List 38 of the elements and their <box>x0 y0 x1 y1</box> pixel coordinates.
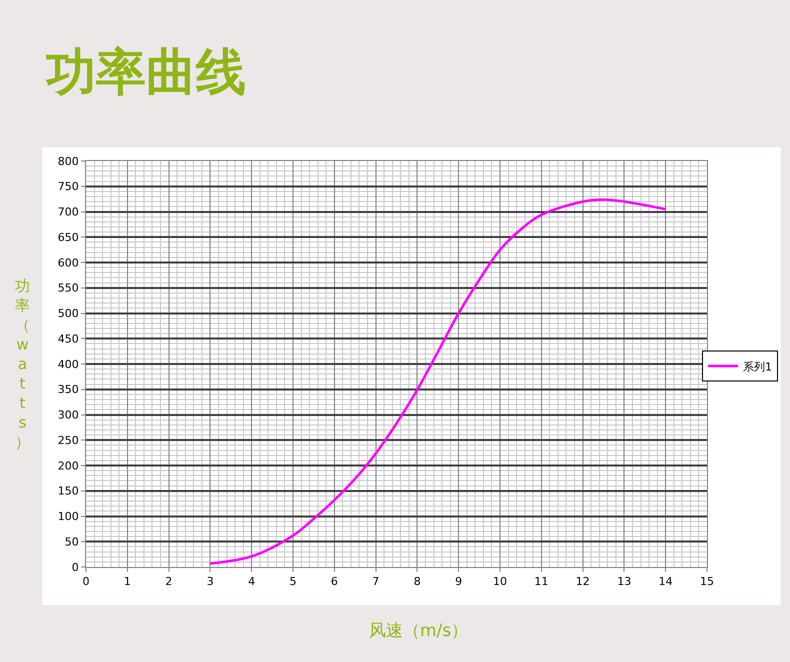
x-tick-label: 9 <box>455 575 462 588</box>
x-tick-label: 1 <box>124 575 131 588</box>
y-tick-label: 450 <box>58 332 79 346</box>
line-series <box>208 198 667 565</box>
y-tick-label: 200 <box>58 459 79 472</box>
y-tick-label: 600 <box>58 256 79 270</box>
y-tick-label: 300 <box>58 408 79 422</box>
y-tick-label: 550 <box>58 282 79 295</box>
x-tick-label: 13 <box>617 575 632 588</box>
y-tick-label: 350 <box>58 383 79 396</box>
y-tick-label: 150 <box>58 484 79 498</box>
x-tick-label: 8 <box>414 575 421 588</box>
x-tick-label: 2 <box>165 575 172 588</box>
y-tick-label: 50 <box>64 535 79 548</box>
x-tick-label: 14 <box>658 575 673 588</box>
x-tick-label: 3 <box>206 575 214 588</box>
x-tick-label: 5 <box>290 575 296 588</box>
chart-title: 功率曲线 <box>45 43 246 101</box>
x-axis-title: 风速（m/s） <box>369 621 468 641</box>
y-tick-label: 250 <box>58 434 79 447</box>
y-tick-label: 650 <box>58 230 79 244</box>
y-tick-label: 700 <box>58 206 79 219</box>
x-tick-label: 4 <box>248 575 256 588</box>
y-tick-label: 400 <box>58 358 79 371</box>
x-tick-label: 10 <box>493 575 507 588</box>
y-tick-label: 500 <box>58 307 79 320</box>
x-tick-label: 15 <box>700 575 714 588</box>
x-tick-label: 12 <box>576 575 590 588</box>
y-tick-label: 800 <box>58 154 79 168</box>
x-tick-label: 11 <box>534 575 548 588</box>
x-tick-label: 0 <box>82 575 90 588</box>
x-tick-label: 6 <box>330 575 338 588</box>
y-tick-label: 750 <box>58 180 79 194</box>
x-tick-label: 7 <box>372 575 380 588</box>
y-tick-label: 100 <box>58 510 79 524</box>
legend-label: 系列1 <box>743 360 772 374</box>
y-tick-label: 0 <box>72 560 79 574</box>
text: 功率（watts） <box>15 277 30 451</box>
